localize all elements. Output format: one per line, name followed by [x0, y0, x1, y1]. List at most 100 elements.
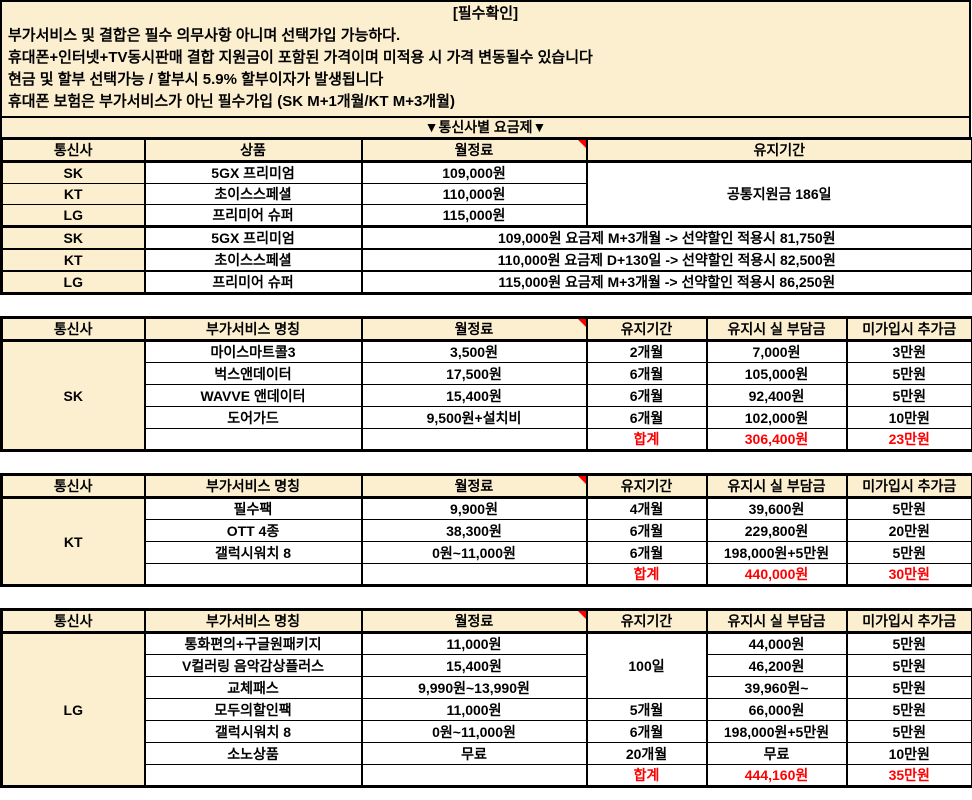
col-header-monthly-fee-label: 월정료 — [454, 478, 494, 494]
fee-cell: 110,000원 — [360, 183, 588, 205]
notice-line: 현금 및 할부 선택가능 / 할부시 5.9% 할부이자가 발생됩니다 — [8, 71, 384, 88]
empty-cell — [143, 428, 363, 451]
carrier-cell: KT — [0, 183, 146, 205]
comment-marker-icon — [577, 140, 585, 148]
col-header-monthly-fee: 월정료 — [360, 138, 588, 163]
fee-cell: 11,000원 — [360, 698, 588, 721]
support-note-cell: 공통지원금 186일 — [585, 161, 972, 227]
service-table-sk: 통신사 부가서비스 명칭 월정료 유지기간 유지시 실 부담금 미가입시 추가금… — [0, 316, 972, 452]
service-name-cell: 교체패스 — [143, 676, 363, 699]
service-name-cell: 필수팩 — [143, 497, 363, 520]
period-cell: 2개월 — [585, 340, 708, 363]
service-name-cell: 갤럭시워치 8 — [143, 720, 363, 743]
fee-cell: 15,400원 — [360, 654, 588, 677]
service-row: 교체패스 9,990원~13,990원 39,960원~ 5만원 — [2, 676, 972, 699]
cost-cell: 229,800원 — [705, 519, 848, 542]
service-name-cell: 마이스마트콜3 — [143, 340, 363, 363]
period-cell: 6개월 — [585, 720, 708, 743]
fee-cell: 0원~11,000원 — [360, 541, 588, 564]
period-cell: 6개월 — [585, 519, 708, 542]
extra-cell: 5만원 — [845, 698, 972, 721]
col-header-period: 유지기간 — [585, 317, 708, 342]
carrier-cell: SK — [0, 340, 146, 451]
service-name-cell: V컬러링 음악감상플러스 — [143, 654, 363, 677]
total-extra-cell: 30만원 — [845, 563, 972, 586]
cost-cell: 105,000원 — [705, 362, 848, 385]
col-header-service-name: 부가서비스 명칭 — [143, 609, 363, 634]
carrier-cell: KT — [0, 497, 146, 586]
period-cell: 20개월 — [585, 742, 708, 765]
service-name-cell: 도어가드 — [143, 406, 363, 429]
service-row: SK 마이스마트콜3 3,500원 2개월 7,000원 3만원 — [0, 340, 972, 451]
extra-cell: 5만원 — [845, 362, 972, 385]
total-label-cell: 합계 — [585, 764, 708, 787]
fee-cell: 9,990원~13,990원 — [360, 676, 588, 699]
service-table-kt: 통신사 부가서비스 명칭 월정료 유지기간 유지시 실 부담금 미가입시 추가금… — [0, 473, 972, 587]
total-extra-cell: 35만원 — [845, 764, 972, 787]
fee-cell: 11,000원 — [360, 632, 588, 655]
service-name-cell: 소노상품 — [143, 742, 363, 765]
extra-cell: 5만원 — [845, 632, 972, 655]
service-row: OTT 4종 38,300원 6개월 229,800원 20만원 — [2, 519, 972, 542]
fee-cell: 109,000원 — [360, 161, 588, 184]
spacer — [0, 452, 971, 473]
table-header-row: 통신사 부가서비스 명칭 월정료 유지기간 유지시 실 부담금 미가입시 추가금 — [0, 317, 972, 342]
discount-row: SK 5GX 프리미엄 109,000원 요금제 M+3개월 -> 선약할인 적… — [0, 225, 972, 250]
col-header-monthly-fee: 월정료 — [360, 474, 588, 499]
cost-cell: 39,600원 — [705, 497, 848, 520]
fee-cell: 3,500원 — [360, 340, 588, 363]
period-cell: 6개월 — [585, 541, 708, 564]
discount-detail-cell: 110,000원 요금제 D+130일 -> 선약할인 적용시 82,500원 — [360, 248, 972, 272]
product-cell: 프리미어 슈퍼 — [143, 204, 363, 227]
carrier-cell: LG — [0, 204, 146, 227]
empty-cell — [360, 428, 588, 451]
service-row: 갤럭시워치 8 0원~11,000원 6개월 198,000원+5만원 5만원 — [2, 541, 972, 564]
cost-cell: 46,200원 — [705, 654, 848, 677]
col-header-monthly-fee-label: 월정료 — [454, 321, 494, 337]
plan-row: SK 5GX 프리미엄 109,000원 공통지원금 186일 — [0, 161, 972, 227]
cost-cell: 44,000원 — [705, 632, 848, 655]
service-row: 도어가드 9,500원+설치비 6개월 102,000원 10만원 — [2, 406, 972, 429]
extra-cell: 20만원 — [845, 519, 972, 542]
extra-cell: 3만원 — [845, 340, 972, 363]
empty-cell — [360, 764, 588, 787]
col-header-carrier: 통신사 — [0, 474, 146, 499]
service-name-cell: 통화편의+구글원패키지 — [143, 632, 363, 655]
period-cell: 5개월 — [585, 698, 708, 721]
extra-cell: 5만원 — [845, 541, 972, 564]
product-cell: 5GX 프리미엄 — [143, 225, 363, 250]
service-name-cell: 벅스앤데이터 — [143, 362, 363, 385]
service-row: V컬러링 음악감상플러스 15,400원 46,200원 5만원 — [2, 654, 972, 677]
col-header-monthly-fee-label: 월정료 — [454, 142, 494, 158]
service-row: LG 통화편의+구글원패키지 11,000원 100일 44,000원 5만원 — [0, 632, 972, 787]
fee-cell: 무료 — [360, 742, 588, 765]
period-cell: 6개월 — [585, 384, 708, 407]
cost-cell: 7,000원 — [705, 340, 848, 363]
col-header-monthly-fee: 월정료 — [360, 317, 588, 342]
cost-cell: 39,960원~ — [705, 676, 848, 699]
carrier-cell: SK — [0, 161, 146, 184]
notice-title: [필수확인] — [452, 5, 519, 22]
total-extra-cell: 23만원 — [845, 428, 972, 451]
col-header-carrier: 통신사 — [0, 138, 146, 163]
total-row: 합계 444,160원 35만원 — [2, 764, 972, 787]
col-header-extra-charge: 미가입시 추가금 — [845, 317, 972, 342]
discount-row: LG 프리미어 슈퍼 115,000원 요금제 M+3개월 -> 선약할인 적용… — [0, 270, 972, 294]
comment-marker-icon — [577, 476, 585, 484]
plan-row: LG 프리미어 슈퍼 115,000원 — [0, 204, 972, 227]
total-row: 합계 440,000원 30만원 — [2, 563, 972, 586]
product-cell: 프리미어 슈퍼 — [143, 270, 363, 294]
col-header-service-name: 부가서비스 명칭 — [143, 317, 363, 342]
discount-detail-cell: 109,000원 요금제 M+3개월 -> 선약할인 적용시 81,750원 — [360, 225, 972, 250]
fee-cell: 9,900원 — [360, 497, 588, 520]
service-name-cell: OTT 4종 — [143, 519, 363, 542]
fee-cell: 115,000원 — [360, 204, 588, 227]
extra-cell: 5만원 — [845, 676, 972, 699]
empty-cell — [143, 764, 363, 787]
service-name-cell: 갤럭시워치 8 — [143, 541, 363, 564]
section-title: ▼통신사별 요금제▼ — [0, 118, 971, 137]
col-header-carrier: 통신사 — [0, 609, 146, 634]
product-cell: 초이스스페셜 — [143, 248, 363, 272]
col-header-period: 유지기간 — [585, 609, 708, 634]
extra-cell: 10만원 — [845, 742, 972, 765]
